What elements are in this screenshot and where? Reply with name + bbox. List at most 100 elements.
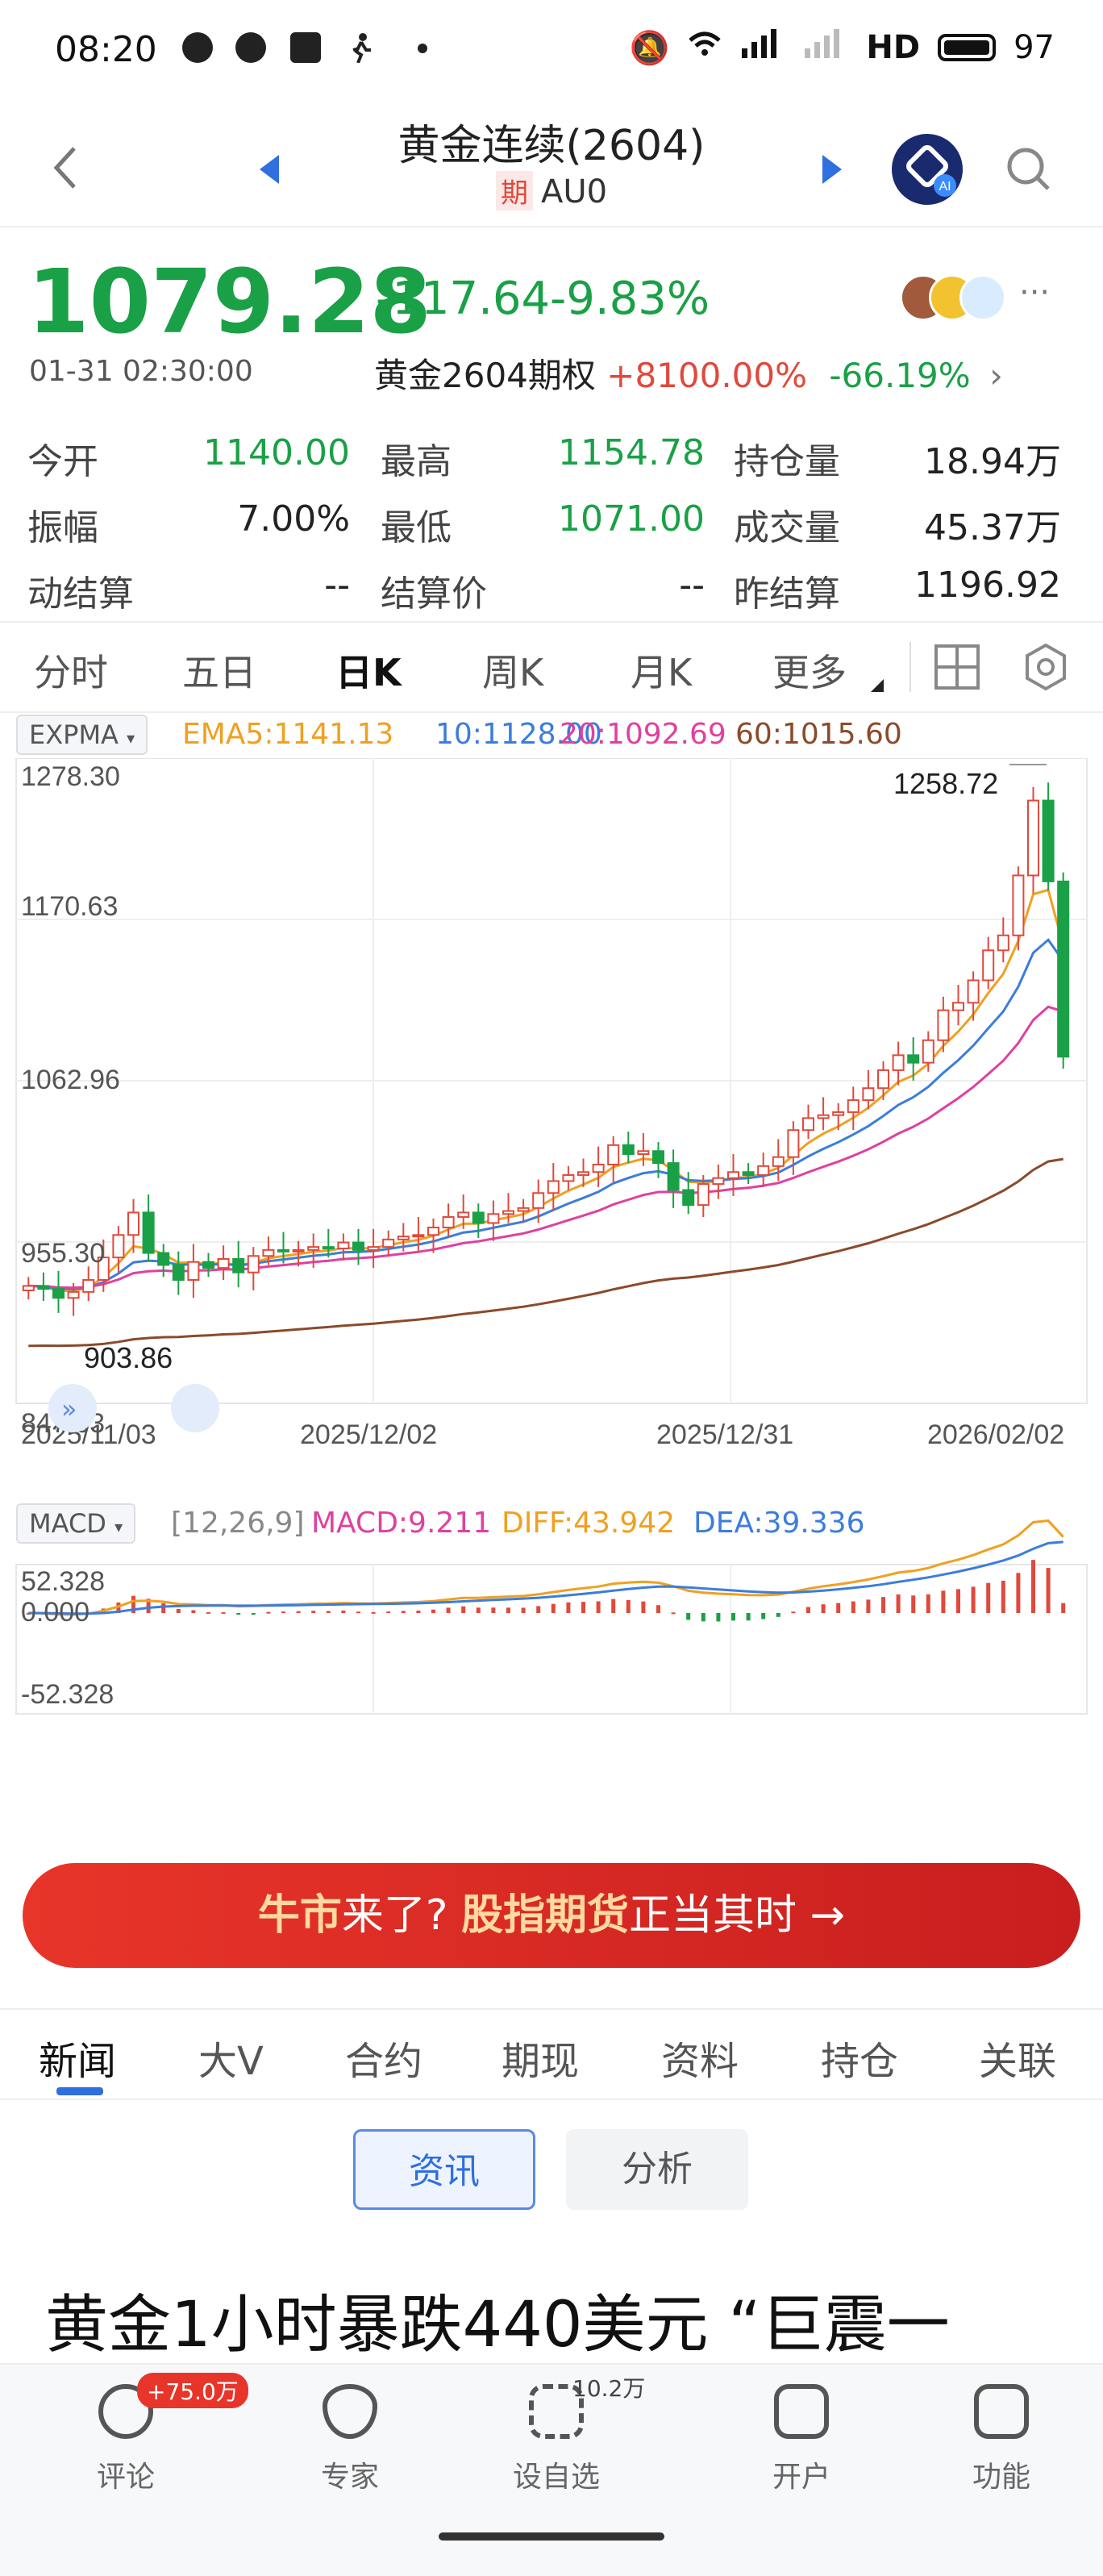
candle-body [712, 1177, 725, 1186]
next-contract-icon[interactable] [819, 153, 845, 189]
min-price-label: 903.86 [84, 1341, 173, 1374]
macd-bar [791, 1611, 796, 1614]
stats-row-2: 振幅 7.00% 最低 1071.00 成交量 45.37万 [27, 498, 1076, 563]
macd-bar [566, 1602, 571, 1613]
nav-functions[interactable]: 功能 [929, 2384, 1074, 2495]
tab-related[interactable]: 关联 [979, 2039, 1057, 2084]
news-headline[interactable]: 黄金1小时暴跌440美元 “巨震一 [45, 2289, 950, 2361]
kline-chart-area[interactable]: EXPMA ▾ EMA5:1141.13 10:1128.00 20:1092.… [15, 710, 1088, 1815]
candle-body [22, 1285, 35, 1291]
candle-body [847, 1099, 860, 1113]
max-price-label: 1258.72 [893, 767, 998, 800]
candle-body [907, 1054, 920, 1064]
tab-info[interactable]: 资料 [661, 2039, 739, 2084]
macd-bar [926, 1594, 930, 1613]
candle-body [322, 1246, 335, 1250]
settings-icon[interactable] [1021, 642, 1071, 695]
nav-add-watchlist[interactable]: 设自选 [484, 2384, 629, 2495]
segment-analysis[interactable]: 分析 [566, 2129, 748, 2210]
macd-bar [1061, 1603, 1066, 1613]
tab-monthly-k[interactable]: 月K [631, 651, 693, 694]
macd-bar [596, 1601, 601, 1613]
header: 黄金连续(2604) 期 AU0 AI [0, 105, 1103, 227]
comment-icon [98, 2384, 153, 2439]
nav-label: 功能 [972, 2461, 1030, 2494]
macd-bar [251, 1613, 256, 1615]
y-tick-label: 1170.63 [21, 891, 118, 922]
macd-bar [1016, 1573, 1021, 1613]
dot-icon [418, 44, 427, 53]
macd-bar [1046, 1568, 1051, 1613]
stat-label: 最低 [381, 507, 452, 548]
candle-body [742, 1171, 755, 1176]
macd-bar [701, 1613, 706, 1622]
macd-bar [626, 1599, 631, 1613]
candle-body [307, 1246, 320, 1251]
signal-icon [740, 27, 785, 68]
candle-body [397, 1236, 410, 1240]
candle-body [367, 1246, 380, 1251]
tab-daily-k[interactable]: 日K [335, 651, 402, 694]
ema-lines [28, 764, 1065, 1348]
back-icon[interactable] [50, 144, 82, 195]
nav-comment[interactable]: 评论 [53, 2384, 198, 2495]
macd-bar [821, 1604, 826, 1613]
candle-body [876, 1069, 890, 1090]
candle-body [187, 1261, 200, 1281]
legend-ema20: 20:1092.69 [560, 718, 726, 751]
candle-body [82, 1278, 95, 1293]
macd-bar [416, 1610, 421, 1613]
macd-bar [536, 1606, 541, 1613]
tab-five-day[interactable]: 五日 [182, 651, 256, 694]
option-pct-down: -66.19% [829, 356, 971, 395]
chart-tabs: 分时 五日 日K 周K 月K 更多 [0, 621, 1103, 713]
candle-body [532, 1192, 545, 1209]
candle-body [982, 949, 995, 982]
stat-value: -- [679, 565, 705, 606]
indicator-select[interactable]: EXPMA ▾ [16, 715, 148, 755]
watchlist-icon [529, 2384, 584, 2439]
candle-body [651, 1150, 665, 1165]
eye-icon[interactable] [959, 274, 1006, 321]
macd-bar [941, 1590, 946, 1613]
candle-body [637, 1150, 650, 1155]
expand-left-icon[interactable] [48, 1384, 97, 1432]
macd-select[interactable]: MACD ▾ [16, 1503, 136, 1544]
more-icon[interactable]: ··· [1019, 274, 1051, 311]
prev-contract-icon[interactable] [256, 153, 282, 189]
candle-body [412, 1234, 425, 1238]
macd-bar [986, 1582, 991, 1613]
macd-bar [341, 1610, 346, 1613]
layout-grid-icon[interactable] [934, 644, 980, 694]
option-row[interactable]: 黄金2604期权 +8100.00% -66.19% › [374, 348, 1003, 398]
promo-banner[interactable]: 牛市来了? 股指期货正当其时 → [23, 1863, 1080, 1968]
candle-body [576, 1171, 590, 1176]
caret-down-icon: ▾ [127, 728, 135, 748]
fullscreen-icon[interactable] [171, 1384, 219, 1432]
tab-news[interactable]: 新闻 [39, 2039, 117, 2084]
stat-label: 成交量 [734, 507, 840, 548]
nav-open-account[interactable]: 开户 [729, 2384, 874, 2495]
tab-contract[interactable]: 合约 [345, 2039, 423, 2084]
tab-spot[interactable]: 期现 [502, 2039, 580, 2084]
nav-expert[interactable]: 专家 [277, 2384, 422, 2495]
tab-intraday[interactable]: 分时 [34, 651, 108, 694]
stat-label: 最高 [381, 441, 452, 482]
candle-body [892, 1054, 905, 1071]
macd-diff: DIFF:43.942 [502, 1507, 676, 1540]
nav-label: 设自选 [512, 2461, 600, 2494]
macd-bar [746, 1613, 751, 1621]
macd-bar [521, 1607, 526, 1613]
macd-bar [476, 1607, 481, 1613]
macd-bar [656, 1605, 660, 1613]
candle-body [1057, 880, 1070, 1058]
search-icon[interactable] [1005, 145, 1053, 197]
segment-news[interactable]: 资讯 [353, 2129, 535, 2210]
ema-line-60 [28, 1157, 1063, 1348]
tab-more[interactable]: 更多 [772, 651, 847, 694]
tab-weekly-k[interactable]: 周K [482, 651, 544, 694]
tab-bigv[interactable]: 大V [198, 2039, 264, 2084]
ai-assistant-icon[interactable]: AI [892, 134, 963, 205]
tab-position[interactable]: 持仓 [821, 2039, 899, 2084]
